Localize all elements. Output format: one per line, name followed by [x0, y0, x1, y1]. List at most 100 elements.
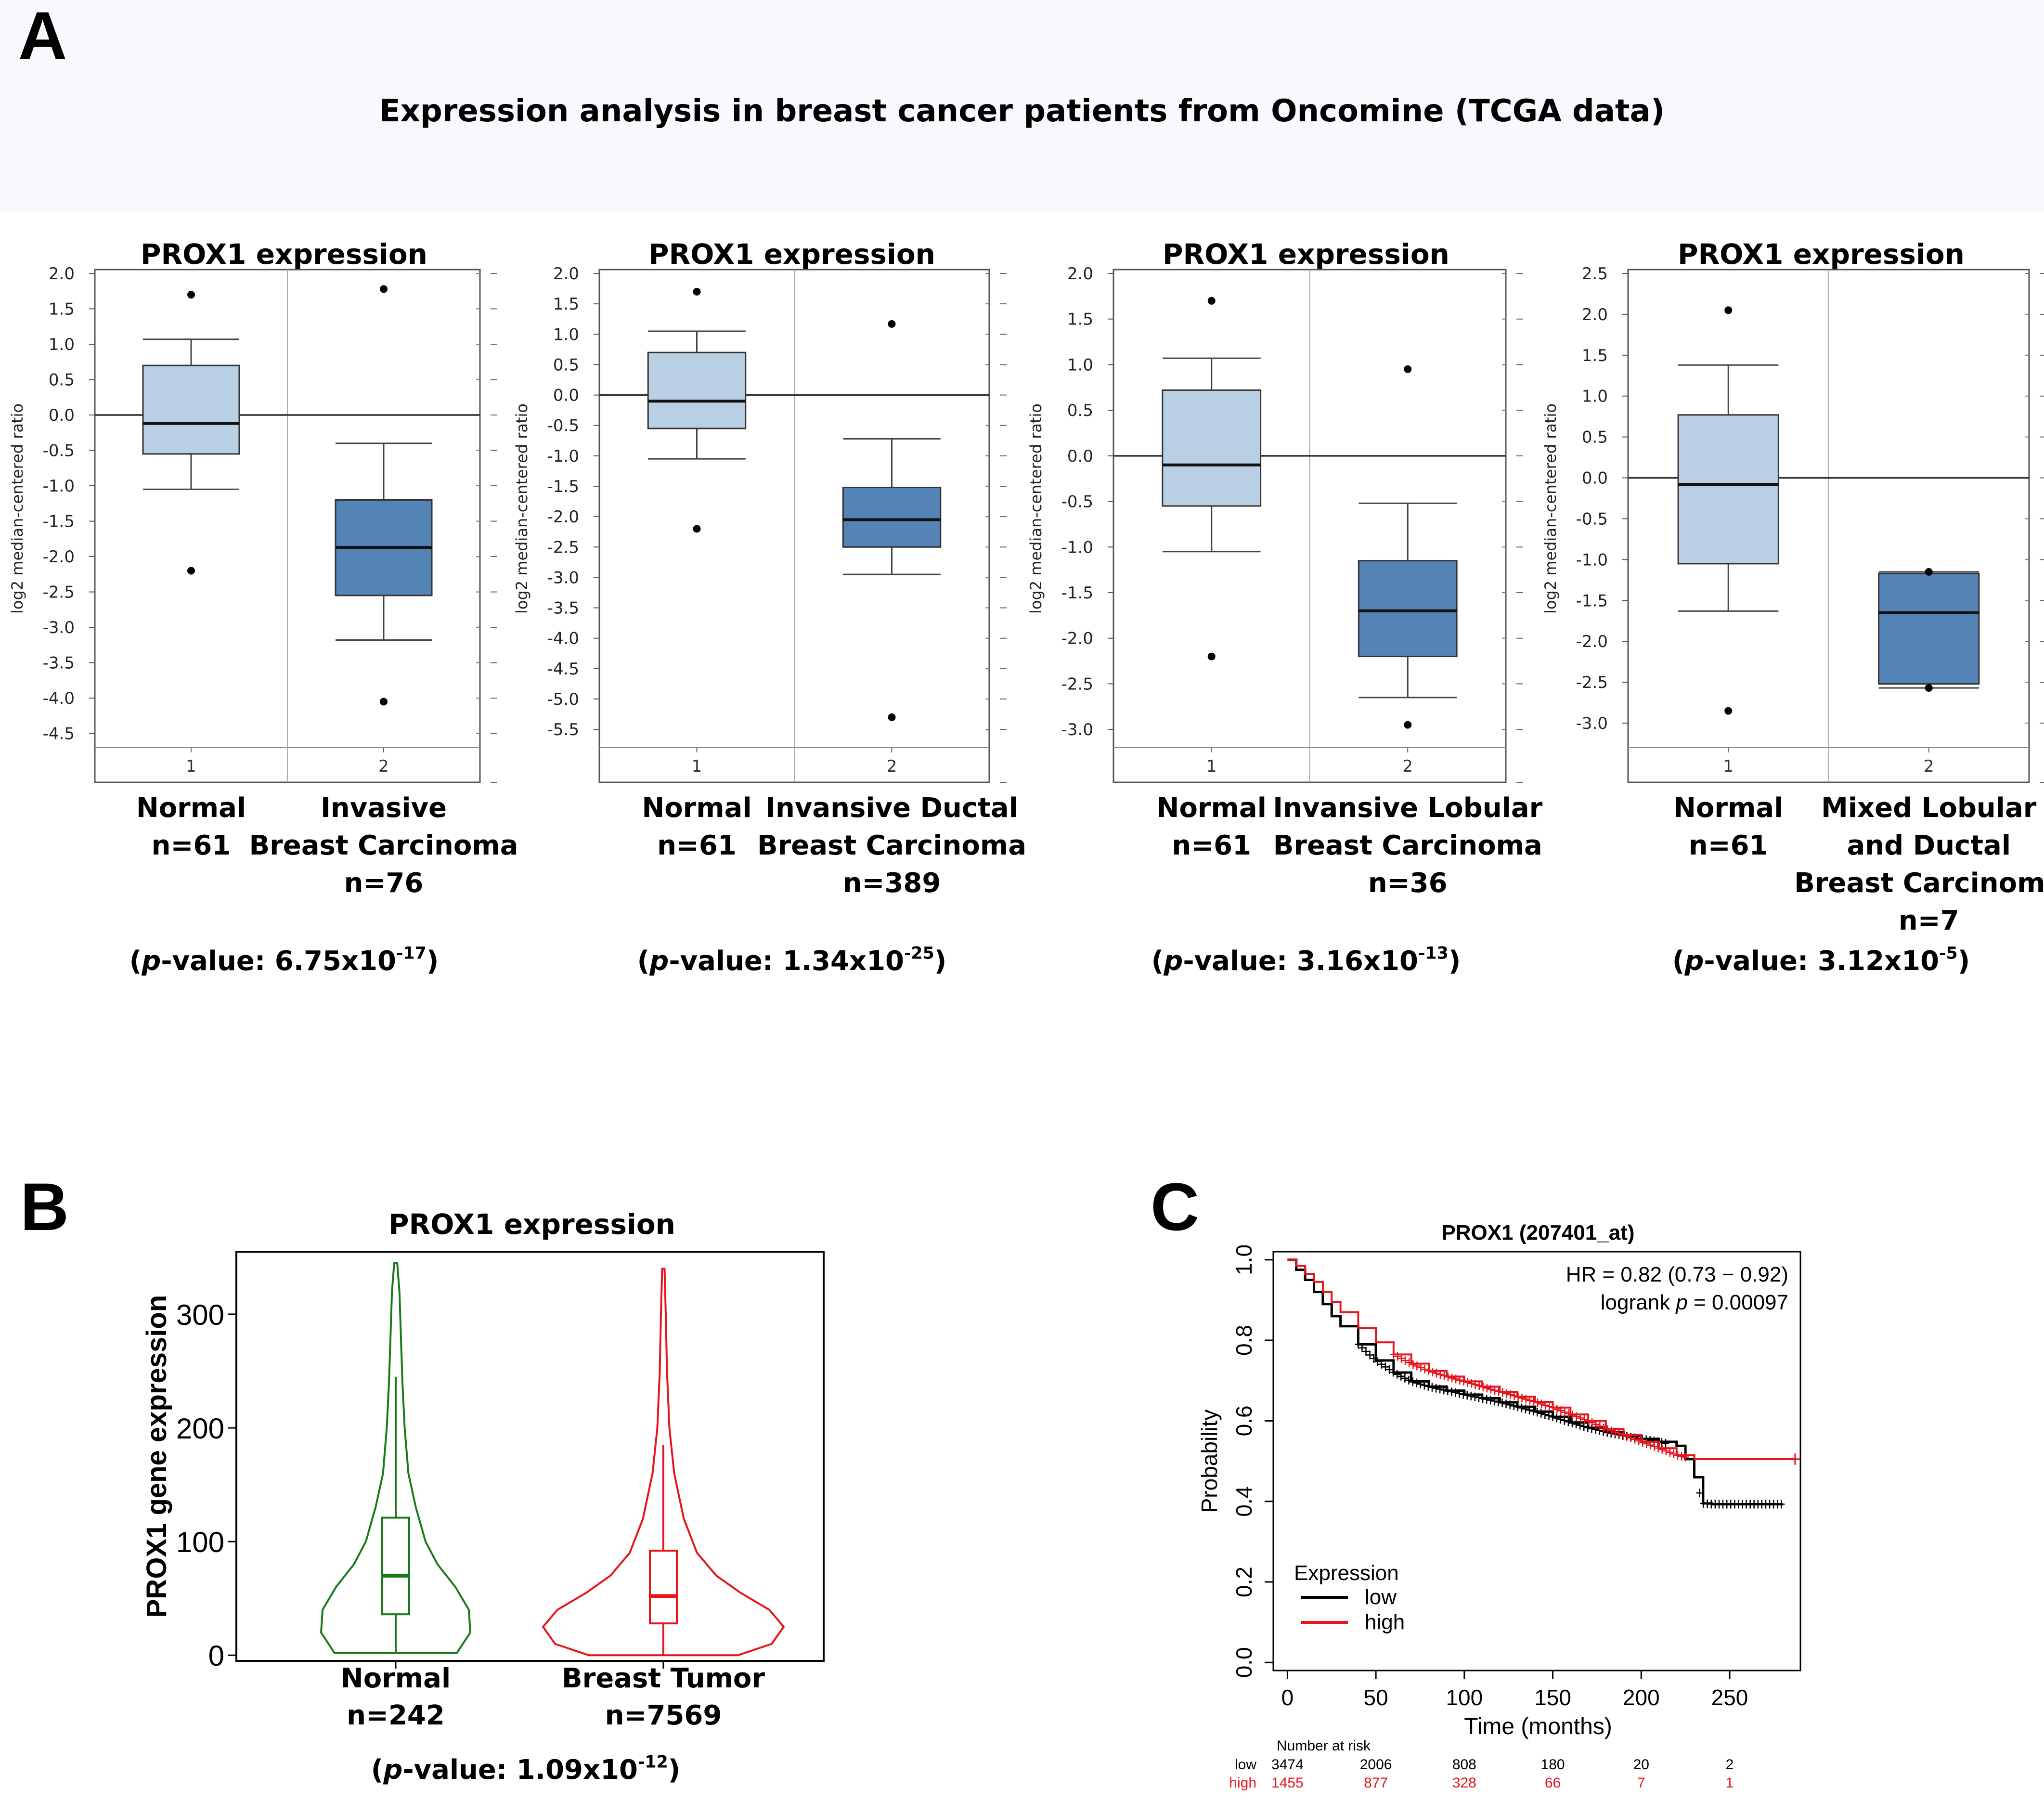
- c-censor-mark-high: [1472, 1380, 1479, 1389]
- a3-box-2-group-label: Breast Carcinoma: [1273, 830, 1542, 861]
- c-censor-mark-high: [1511, 1391, 1518, 1400]
- c-ytick-label: 0.4: [1231, 1486, 1256, 1517]
- c-logrank-value: = 0.00097: [1688, 1291, 1788, 1314]
- c-risk-value-high: 1455: [1271, 1775, 1304, 1791]
- a1-ytick-label: -0.5: [43, 441, 75, 461]
- c-censor-mark-high: [1394, 1352, 1401, 1361]
- c-risk-row-label-high: high: [1229, 1775, 1256, 1791]
- a3-box-2-group-label: n=36: [1368, 868, 1448, 899]
- a4-box-2-group-label: Mixed Lobular: [1821, 792, 2037, 824]
- a3-box-2-xtick-label: 2: [1402, 757, 1413, 776]
- a1-box-2-outlier: [380, 698, 388, 706]
- a4-title: PROX1 expression: [1678, 238, 1965, 271]
- a3-pvalue-close: ): [1449, 946, 1461, 977]
- c-censor-mark-high: [1643, 1439, 1650, 1448]
- c-censor-mark-high: [1561, 1408, 1568, 1417]
- b-pvalue-exponent: -12: [638, 1752, 668, 1772]
- a2-ytick-label: -1.5: [547, 477, 579, 496]
- panel-a1-boxplot: PROX1 expression 2.0 1.5 1.0 0.5 0.0 -0.5 -1.0 -…: [8, 238, 518, 977]
- b-ytick-label: 200: [176, 1412, 224, 1445]
- c-censor-mark-high: [1421, 1365, 1428, 1373]
- a3-ytick-label: 1.0: [1067, 355, 1093, 375]
- c-censor-mark-high: [1456, 1375, 1463, 1385]
- c-risk-value-low: 2006: [1360, 1757, 1392, 1773]
- c-censor-mark-high: [1402, 1356, 1409, 1365]
- a3-ytick-label: -2.5: [1061, 674, 1093, 694]
- a4-pvalue-close: ): [1958, 946, 1970, 977]
- a4-box-1-xtick-label: 1: [1723, 757, 1734, 776]
- c-legend-label-low: low: [1365, 1585, 1397, 1609]
- c-censor-mark-low: [1565, 1417, 1572, 1426]
- b-ylabel: PROX1 gene expression: [141, 1295, 172, 1618]
- c-ytick-label: 0.0: [1231, 1647, 1256, 1678]
- c-censor-mark-low: [1549, 1412, 1556, 1421]
- c-censor-mark-low: [1424, 1382, 1432, 1391]
- a1-ytick-label: 0.5: [49, 371, 75, 390]
- c-risk-value-high: 66: [1545, 1775, 1561, 1791]
- c-censor-mark-low: [1405, 1375, 1412, 1385]
- c-censor-mark-low: [1417, 1380, 1424, 1389]
- b-pvalue-p: p: [383, 1754, 402, 1786]
- c-censor-mark-high: [1662, 1446, 1669, 1455]
- c-censor-mark-high: [1647, 1440, 1654, 1450]
- a1-ytick-label: -3.5: [43, 654, 75, 673]
- a3-ytick-label: -0.5: [1061, 492, 1093, 512]
- c-censor-mark-high: [1639, 1438, 1646, 1447]
- c-risk-value-high: 877: [1364, 1775, 1388, 1791]
- c-ylabel: Probability: [1197, 1410, 1222, 1513]
- c-censor-mark-high: [1487, 1385, 1494, 1394]
- panel-label-c: C: [1151, 1169, 1199, 1244]
- a2-box-1-group-label: n=61: [657, 830, 737, 861]
- c-censor-mark-low: [1463, 1391, 1471, 1400]
- a3-ytick-label: -1.0: [1061, 538, 1093, 557]
- c-logrank-p: p: [1675, 1291, 1687, 1314]
- c-xtick-label: 250: [1711, 1685, 1748, 1710]
- c-xtick-label: 100: [1446, 1685, 1483, 1710]
- c-censor-mark-low: [1553, 1413, 1560, 1423]
- a2-pvalue-open: (: [637, 946, 650, 977]
- a4-ytick-label: 1.0: [1582, 387, 1608, 406]
- a1-box-2-group-label: n=76: [344, 868, 424, 899]
- a4-ylabel: log2 median-centered ratio: [1541, 403, 1560, 614]
- a2-ytick-label: 0.5: [553, 355, 579, 375]
- b-plot-frame: [235, 1251, 825, 1662]
- a4-ytick-label: -0.5: [1576, 509, 1608, 529]
- a1-pvalue-value: -value: 6.75x10: [161, 946, 396, 977]
- c-censor-mark-high: [1546, 1402, 1553, 1411]
- c-censor-mark-high: [1542, 1400, 1549, 1410]
- a4-box-2-group-label: and Ductal: [1847, 830, 2011, 861]
- c-censor-mark-low: [1382, 1362, 1389, 1372]
- a2-box-1-iqr: [647, 351, 747, 429]
- c-censor-mark-low: [1456, 1389, 1463, 1398]
- c-plot-frame: [1272, 1251, 1801, 1671]
- c-censor-mark-high: [1635, 1436, 1643, 1445]
- c-censor-mark-high: [1553, 1405, 1561, 1414]
- c-censor-mark-high: [1530, 1397, 1537, 1406]
- c-censor-mark-high: [1557, 1406, 1565, 1415]
- a4-pvalue-value: -value: 3.12x10: [1704, 946, 1939, 977]
- c-censor-mark-low: [1440, 1386, 1448, 1395]
- c-censor-mark-low: [1534, 1408, 1541, 1417]
- b-group-2-box: [649, 1549, 678, 1625]
- c-censor-mark-low: [1366, 1350, 1373, 1360]
- a2-pvalue-p: p: [649, 946, 669, 977]
- a3-box-2-outlier: [1404, 365, 1412, 373]
- a1-box-1-outlier: [187, 291, 195, 299]
- c-risk-value-low: 3474: [1271, 1757, 1304, 1773]
- a3-pvalue-open: (: [1151, 946, 1164, 977]
- a2-ytick-label: -2.0: [547, 507, 579, 527]
- c-censor-mark-low: [1696, 1489, 1703, 1498]
- a1-box-1-iqr: [142, 364, 240, 455]
- a2-ytick-label: -2.5: [547, 538, 579, 557]
- a3-box-2-group-label: Invansive Lobular: [1273, 792, 1542, 824]
- a2-box-1-outlier: [693, 287, 701, 296]
- a4-ytick-label: 0.0: [1582, 469, 1608, 488]
- c-censor-mark-high: [1460, 1376, 1467, 1386]
- a2-box-2-group-label: Breast Carcinoma: [757, 830, 1026, 861]
- c-censor-mark-low: [1397, 1372, 1405, 1381]
- b-pvalue: (p-value: 1.09x10-12): [371, 1752, 681, 1786]
- a2-pvalue-value: -value: 1.34x10: [669, 946, 904, 977]
- c-censor-mark-low: [1541, 1410, 1549, 1419]
- c-xtick-label: 200: [1623, 1685, 1660, 1710]
- c-legend-label-high: high: [1365, 1610, 1405, 1634]
